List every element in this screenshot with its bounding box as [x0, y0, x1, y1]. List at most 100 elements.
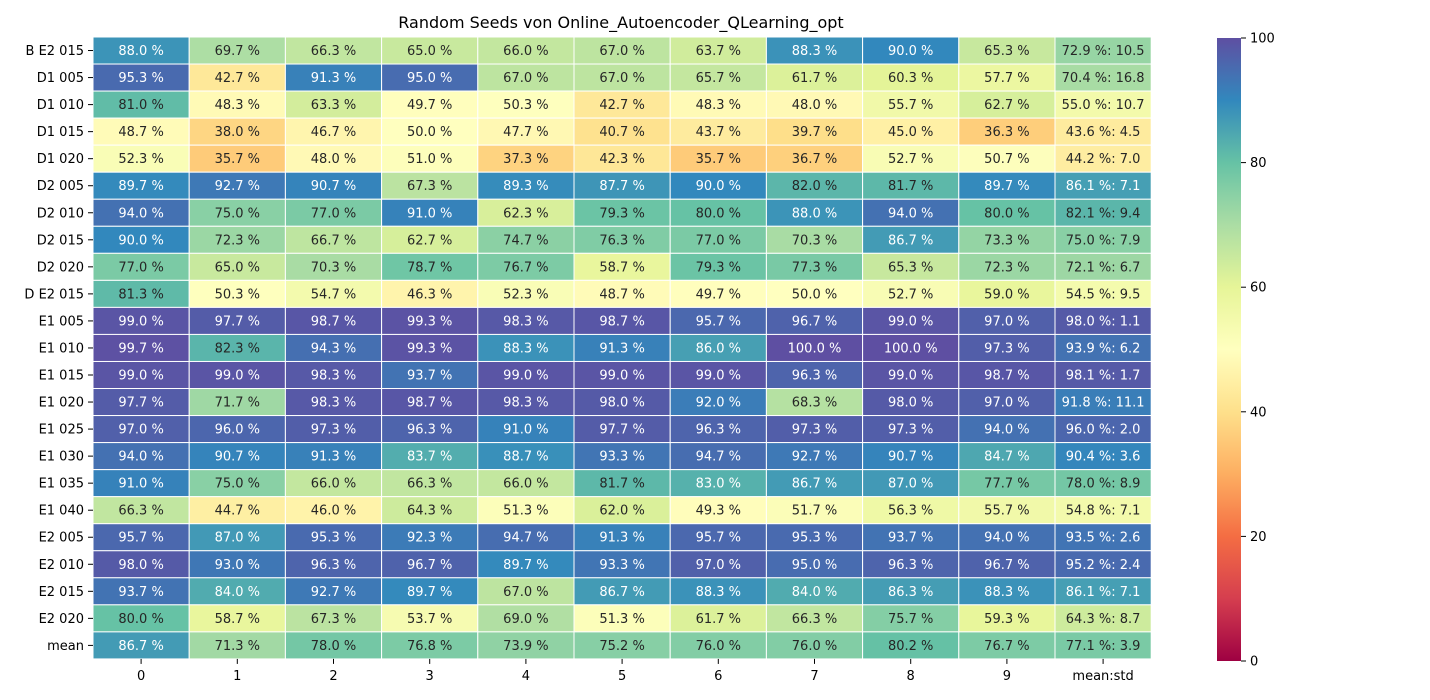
- cell-value-label: 67.0 %: [599, 44, 644, 59]
- cell-value-label: 66.7 %: [311, 233, 356, 248]
- column-label: mean:std: [1072, 669, 1133, 684]
- cell-value-label: 36.3 %: [984, 125, 1029, 140]
- cell-value-label: 76.0 %: [696, 639, 741, 654]
- row-label: E2 015: [39, 585, 84, 600]
- heatmap-cell: [477, 333, 575, 362]
- heatmap-cell: [1054, 36, 1152, 65]
- heatmap-cell: [765, 631, 864, 660]
- heatmap-cell: [958, 360, 1056, 390]
- heatmap-cell: [862, 388, 960, 417]
- cell-value-label: 80.2 %: [888, 639, 933, 654]
- cell-value-label: 69.7 %: [215, 44, 260, 59]
- row-label: D2 015: [37, 233, 84, 248]
- heatmap-cell: [669, 63, 767, 92]
- heatmap-cell: [765, 198, 864, 227]
- cell-value-label: 91.0 %: [407, 206, 452, 221]
- heatmap-cell: [573, 198, 671, 227]
- heatmap-cell: [477, 225, 575, 254]
- cell-value-label: 38.0 %: [215, 125, 260, 140]
- cell-value-label: 99.3 %: [407, 341, 452, 356]
- heatmap-cell: [765, 306, 864, 335]
- cell-value-label: 77.1 %: 3.9: [1066, 639, 1141, 654]
- heatmap-cell: [669, 144, 767, 173]
- heatmap-cell: [1054, 252, 1152, 281]
- heatmap-cell: [669, 360, 767, 390]
- cell-value-label: 49.7 %: [696, 287, 741, 302]
- column-label: 4: [522, 669, 530, 684]
- row-label: E1 005: [39, 314, 84, 329]
- cell-value-label: 72.1 %: 6.7: [1066, 260, 1141, 275]
- heatmap-cell: [573, 388, 671, 417]
- cell-value-label: 44.2 %: 7.0: [1066, 152, 1141, 167]
- heatmap-cell: [477, 144, 575, 173]
- cell-value-label: 97.0 %: [118, 423, 163, 438]
- heatmap-cell: [92, 550, 190, 579]
- cell-value-label: 99.0 %: [215, 369, 260, 384]
- heatmap-cell: [188, 144, 286, 173]
- cell-value-label: 96.7 %: [792, 314, 837, 329]
- row-label: E1 025: [39, 423, 84, 438]
- cell-value-label: 96.3 %: [696, 423, 741, 438]
- heatmap-cell: [958, 252, 1056, 281]
- cell-value-label: 48.0 %: [311, 152, 356, 167]
- cell-value-label: 97.7 %: [118, 396, 163, 411]
- cell-value-label: 92.7 %: [792, 450, 837, 465]
- cell-value-label: 97.0 %: [984, 396, 1029, 411]
- heatmap-cell: [284, 631, 383, 660]
- heatmap-cell: [188, 577, 286, 606]
- cell-value-label: 52.3 %: [118, 152, 163, 167]
- cell-value-label: 67.0 %: [599, 71, 644, 86]
- heatmap-cell: [573, 36, 671, 65]
- cell-value-label: 96.0 %: 2.0: [1066, 423, 1141, 438]
- heatmap-cell: [958, 333, 1056, 362]
- cell-value-label: 97.7 %: [599, 423, 644, 438]
- cell-value-label: 66.0 %: [503, 477, 548, 492]
- row-label: B E2 015: [26, 44, 84, 59]
- cell-value-label: 66.3 %: [407, 477, 452, 492]
- cell-value-label: 100.0 %: [788, 341, 842, 356]
- heatmap-cell: [862, 523, 960, 552]
- heatmap-cell: [284, 252, 383, 281]
- cell-value-label: 95.7 %: [118, 531, 163, 546]
- heatmap-cell: [381, 144, 479, 173]
- cell-value-label: 88.3 %: [792, 44, 837, 59]
- heatmap-cell: [92, 90, 190, 119]
- cell-value-label: 65.3 %: [888, 260, 933, 275]
- heatmap-cell: [284, 550, 383, 579]
- cell-value-label: 75.0 %: 7.9: [1066, 233, 1141, 248]
- cell-value-label: 93.7 %: [888, 531, 933, 546]
- heatmap-cell: [573, 469, 671, 498]
- colorbar-tick-label: 40: [1250, 405, 1267, 420]
- cell-value-label: 55.7 %: [984, 504, 1029, 519]
- cell-value-label: 70.3 %: [792, 233, 837, 248]
- heatmap-cell: [477, 279, 575, 308]
- cell-value-label: 78.0 %: [311, 639, 356, 654]
- heatmap-cell: [477, 388, 575, 417]
- heatmap-cell: [477, 631, 575, 660]
- cell-value-label: 70.4 %: 16.8: [1062, 71, 1145, 86]
- heatmap-cell: [284, 604, 383, 633]
- cell-value-label: 65.0 %: [215, 260, 260, 275]
- cell-value-label: 67.0 %: [503, 585, 548, 600]
- cell-value-label: 68.3 %: [792, 396, 837, 411]
- cell-value-label: 95.0 %: [407, 71, 452, 86]
- cell-value-label: 96.3 %: [792, 369, 837, 384]
- cell-value-label: 73.3 %: [984, 233, 1029, 248]
- heatmap-cell: [573, 117, 671, 146]
- heatmap-cell: [284, 333, 383, 362]
- cell-value-label: 86.3 %: [888, 585, 933, 600]
- cell-value-label: 98.3 %: [503, 314, 548, 329]
- cell-value-label: 88.3 %: [984, 585, 1029, 600]
- heatmap-cell: [1054, 333, 1152, 362]
- heatmap-cell: [1054, 90, 1152, 119]
- heatmap-cell: [958, 198, 1056, 227]
- column-label: 0: [137, 669, 145, 684]
- row-label: D E2 015: [24, 287, 84, 302]
- cell-value-label: 99.0 %: [118, 369, 163, 384]
- row-label: D2 010: [37, 206, 84, 221]
- heatmap-cell: [862, 577, 960, 606]
- heatmap-cell: [284, 198, 383, 227]
- heatmap-cell: [1054, 442, 1152, 471]
- cell-value-label: 62.0 %: [599, 504, 644, 519]
- cell-value-label: 94.0 %: [888, 206, 933, 221]
